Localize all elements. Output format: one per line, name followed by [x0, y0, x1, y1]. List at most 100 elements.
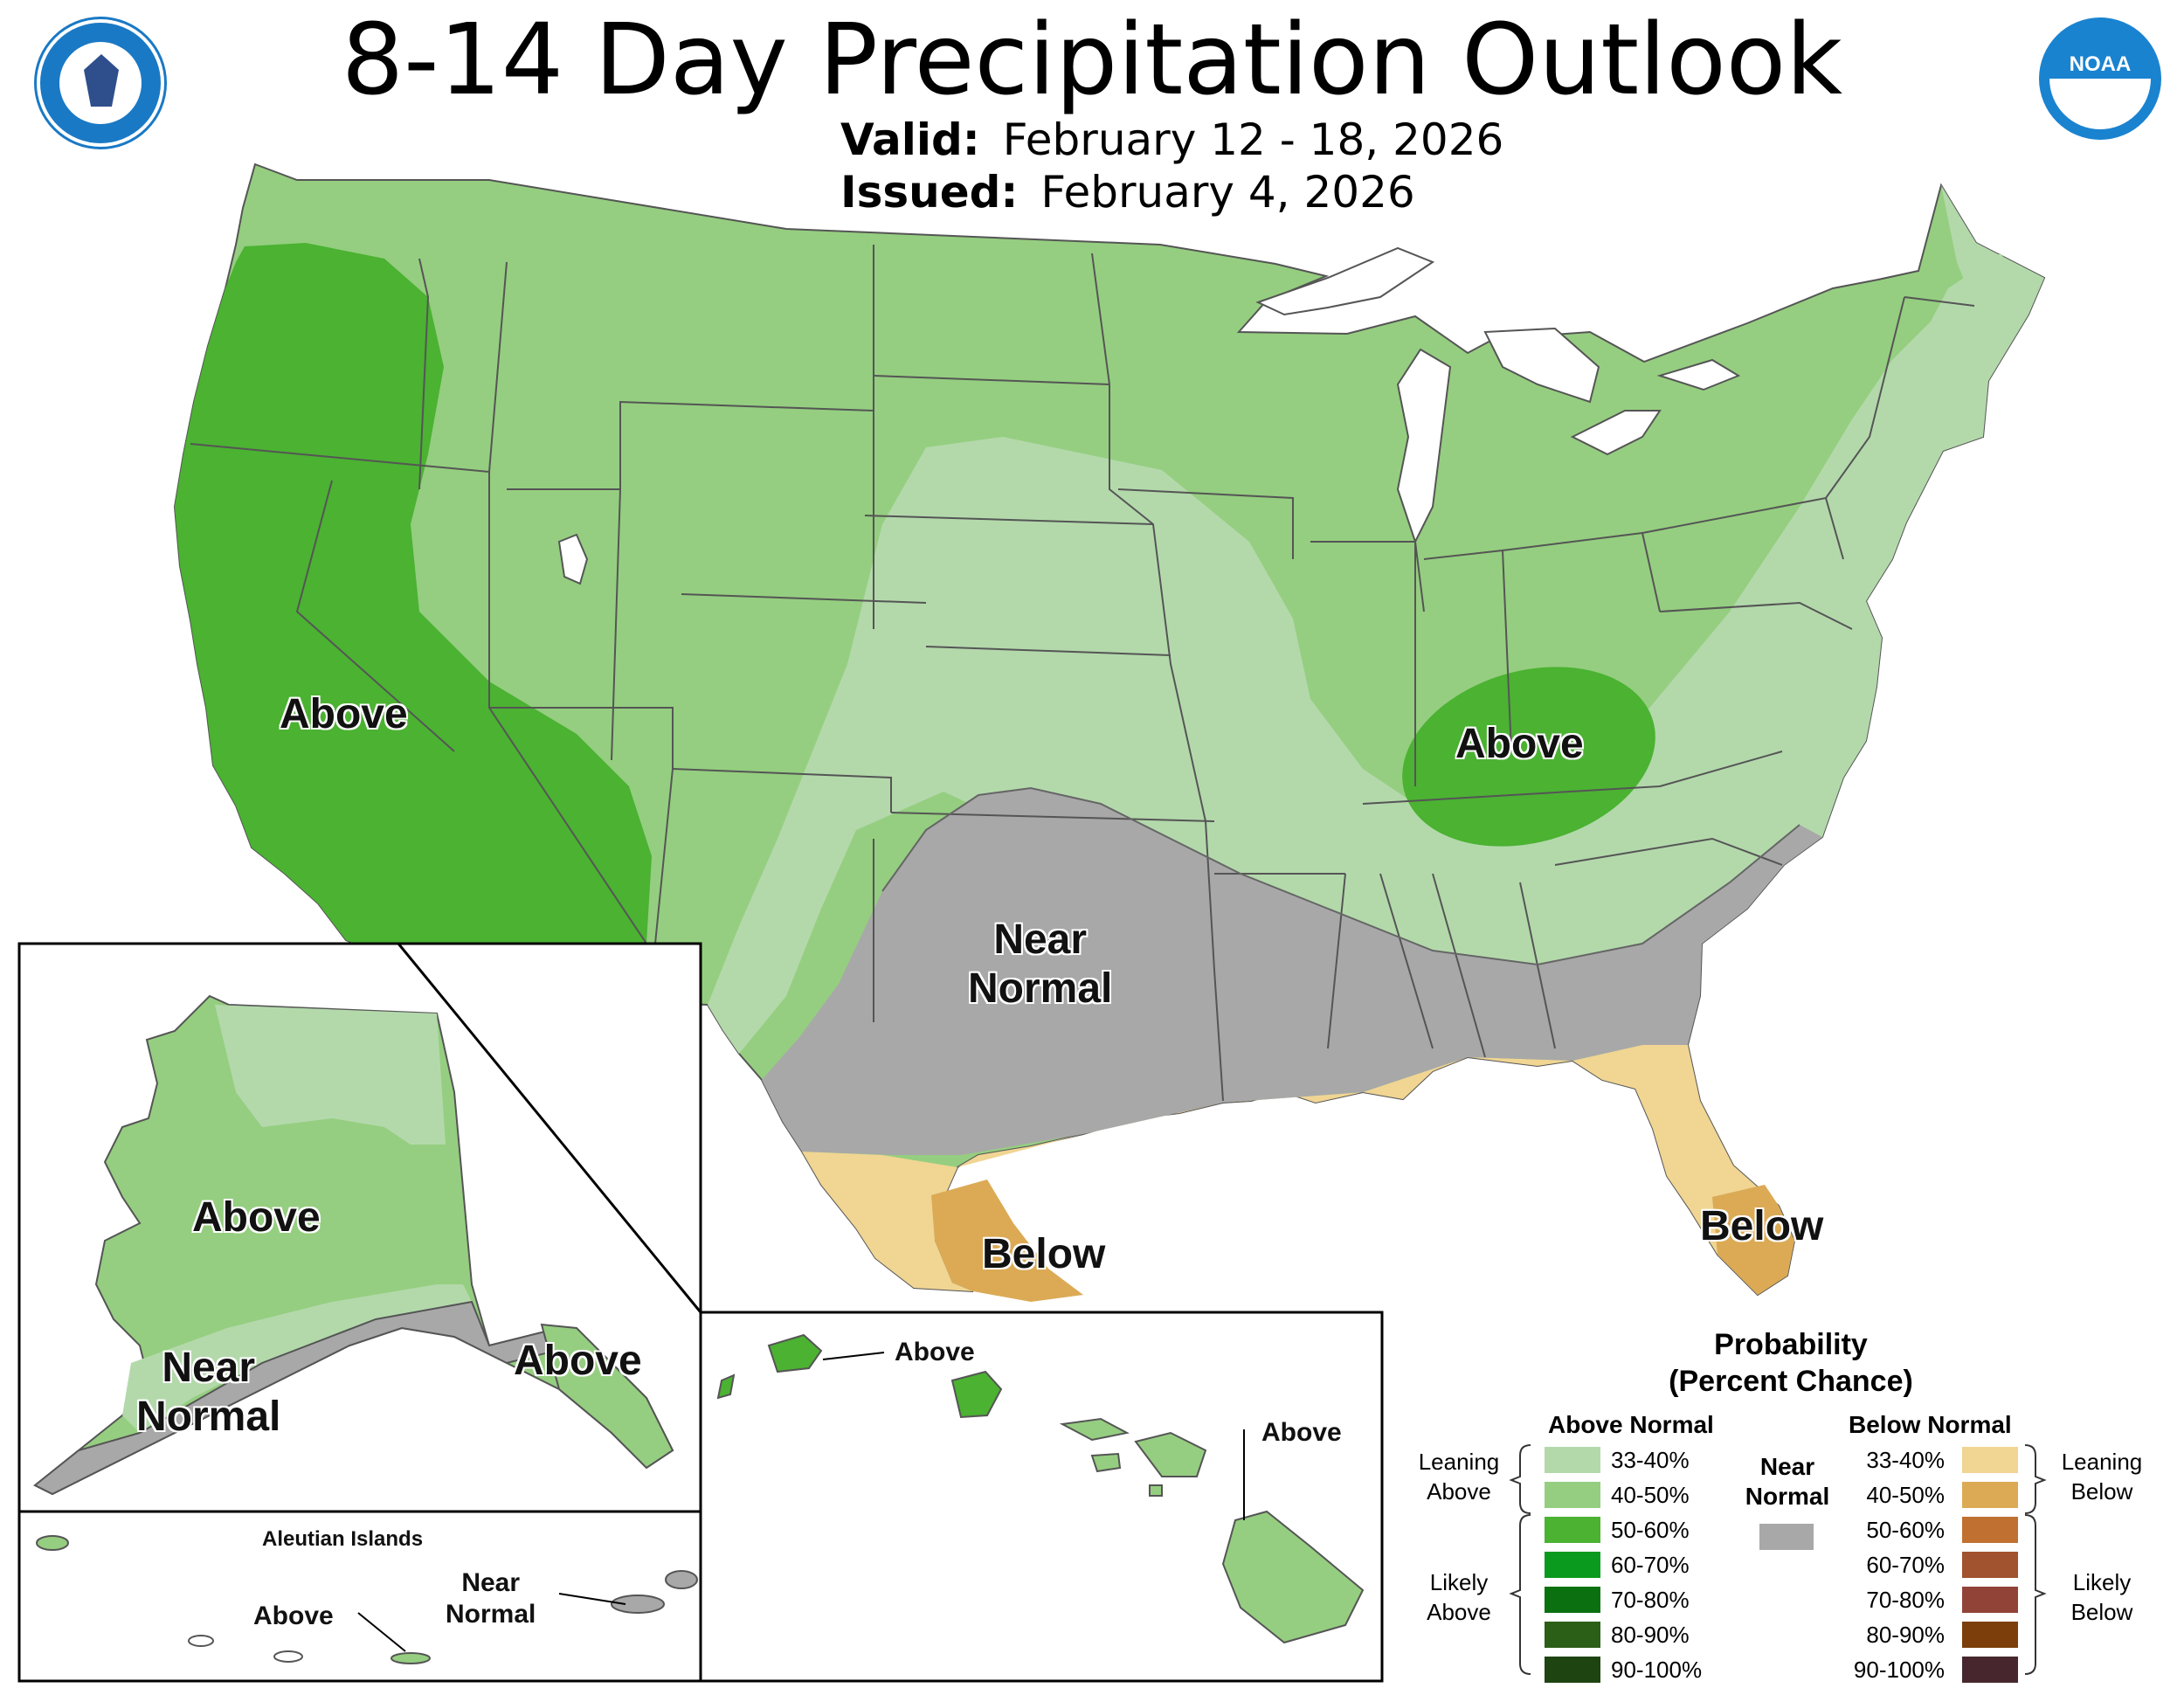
legend-above-range-label: 50-60% — [1611, 1517, 1690, 1543]
label-east-above: Above — [1455, 721, 1584, 767]
label-aleutian-above: Above — [253, 1602, 334, 1630]
legend-above-row: 33-40% — [1545, 1445, 1719, 1475]
commerce-seal-icon — [37, 19, 164, 147]
legend-above-range-label: 70-80% — [1611, 1587, 1690, 1613]
legend-below-range-label: 70-80% — [1866, 1587, 1945, 1613]
conus-leaning-below-gulf-coast — [802, 1045, 1794, 1295]
legend-near-normal-swatch — [1759, 1524, 1814, 1550]
legend-below-range-label: 80-90% — [1866, 1622, 1945, 1648]
legend-above-row: 40-50% — [1545, 1480, 1719, 1510]
legend-below-row: 70-80% — [1861, 1585, 2018, 1615]
hawaii-islands — [716, 1333, 1365, 1644]
issued-date: Issued: February 4, 2026 — [840, 166, 1415, 218]
legend-above-swatch — [1545, 1517, 1600, 1543]
conus-likely-above-50-60-ohio-valley — [1402, 667, 1655, 847]
label-alaska-near-line-1: Near — [162, 1345, 256, 1391]
legend-above-heading: Above Normal — [1548, 1411, 1714, 1438]
label-alaska-near-line-2: Normal — [136, 1394, 281, 1440]
legend-above-range-label: 33-40% — [1611, 1447, 1690, 1473]
noaa-logo-icon: NOAA — [2039, 17, 2161, 140]
alaska-near-normal — [33, 1300, 578, 1496]
legend-below-range-label: 50-60% — [1866, 1517, 1945, 1543]
legend-above-row: 70-80% — [1545, 1585, 1719, 1615]
label-florida-below: Below — [1700, 1203, 1824, 1249]
label-hawaii-bigisland-above: Above — [1261, 1418, 1342, 1447]
alaska-panhandle-above — [540, 1323, 674, 1470]
legend-below-range-label: 90-100% — [1853, 1657, 1945, 1683]
label-near-normal-line-2: Normal — [968, 965, 1113, 1012]
legend-above-swatch — [1545, 1622, 1600, 1648]
label-alaska-southeast-above: Above — [514, 1338, 642, 1384]
legend-above-range-label: 60-70% — [1611, 1552, 1690, 1578]
legend-above-swatch — [1545, 1447, 1600, 1473]
issued-label: Issued: — [840, 167, 1019, 218]
legend-above-row: 60-70% — [1545, 1550, 1719, 1580]
legend-likely-below-line-2: Below — [2070, 1599, 2133, 1625]
legend-likely-below: Likely Below — [2049, 1567, 2154, 1627]
state-boundaries — [190, 245, 1975, 1102]
legend-above-row: 50-60% — [1545, 1515, 1719, 1545]
valid-dates: Valid: February 12 - 18, 2026 — [840, 114, 1503, 166]
label-texas-below: Below — [982, 1231, 1106, 1277]
legend-above-swatch — [1545, 1657, 1600, 1683]
aleutian-above-pointer — [357, 1612, 406, 1652]
label-aleutian-near-normal: Near Normal — [446, 1567, 536, 1630]
legend-likely-above-line-2: Above — [1427, 1599, 1491, 1625]
legend-leaning-below: Leaning Below — [2049, 1447, 2154, 1506]
legend-below-swatch — [1962, 1552, 2018, 1578]
alaska-leaning-above-33-40 — [122, 1005, 472, 1433]
label-aleutian-near-line-2: Normal — [446, 1600, 536, 1629]
valid-label: Valid: — [840, 114, 980, 165]
legend-likely-above: Likely Above — [1406, 1567, 1511, 1627]
legend-below-row: 80-90% — [1861, 1620, 2018, 1650]
noaa-logo-text: NOAA — [2069, 52, 2132, 76]
legend-below-swatch — [1962, 1587, 2018, 1613]
page-title: 8-14 Day Precipitation Outlook — [341, 3, 1843, 117]
valid-value: February 12 - 18, 2026 — [1002, 114, 1504, 165]
legend-below-range-label: 60-70% — [1866, 1552, 1945, 1578]
probability-contours — [881, 786, 1800, 966]
aleutian-near-pointer — [558, 1593, 626, 1605]
legend-below-row: 60-70% — [1861, 1550, 2018, 1580]
conus-near-normal-south — [762, 788, 1822, 1155]
legend-near-line-1: Near — [1759, 1453, 1815, 1480]
legend-below-swatch — [1962, 1622, 2018, 1648]
issued-value: February 4, 2026 — [1040, 167, 1415, 218]
legend-above-range-label: 40-50% — [1611, 1482, 1690, 1508]
legend-above-swatch — [1545, 1552, 1600, 1578]
legend-below-range-label: 40-50% — [1866, 1482, 1945, 1508]
inset-connector — [397, 943, 702, 1313]
hawaii-kauai-pointer — [822, 1352, 885, 1360]
label-near-normal-line-1: Near — [993, 917, 1088, 963]
legend-above-row: 90-100% — [1545, 1655, 1719, 1685]
label-alaska-near-normal: Near Normal — [136, 1344, 280, 1442]
legend-above-range-label: 80-90% — [1611, 1622, 1690, 1648]
legend-likely-above-line-1: Likely — [1429, 1569, 1489, 1595]
legend-title-line-1: Probability — [1714, 1328, 1868, 1361]
legend-near-heading: Near Normal — [1742, 1452, 1833, 1512]
legend-above-row: 80-90% — [1545, 1620, 1719, 1650]
legend-leaning-above-line-1: Leaning — [1418, 1449, 1500, 1475]
legend-likely-below-line-1: Likely — [2072, 1569, 2132, 1595]
legend-below-row: 90-100% — [1854, 1655, 2018, 1685]
great-lakes — [1255, 246, 1741, 544]
conus-likely-above-50-60-west — [175, 243, 652, 1013]
legend-leaning-below-line-1: Leaning — [2061, 1449, 2143, 1475]
legend-leaning-above-line-2: Above — [1427, 1478, 1491, 1505]
legend-below-row: 40-50% — [1861, 1480, 2018, 1510]
label-west-above: Above — [280, 691, 408, 737]
legend-above-swatch — [1545, 1587, 1600, 1613]
legend-near-line-2: Normal — [1745, 1483, 1830, 1510]
legend-title: Probability (Percent Chance) — [1607, 1326, 1974, 1400]
label-aleutian-near-line-1: Near — [461, 1568, 521, 1597]
label-hawaii-kauai-above: Above — [895, 1338, 975, 1366]
legend-leaning-above: Leaning Above — [1406, 1447, 1511, 1506]
conus-below-40-50-south-florida — [1712, 1185, 1794, 1295]
label-alaska-above: Above — [192, 1194, 321, 1241]
legend-below-heading: Below Normal — [1849, 1411, 2012, 1438]
aleutian-title: Aleutian Islands — [262, 1527, 424, 1551]
legend-below-swatch — [1962, 1482, 2018, 1508]
legend-below-swatch — [1962, 1517, 2018, 1543]
legend-title-line-2: (Percent Chance) — [1669, 1365, 1913, 1398]
